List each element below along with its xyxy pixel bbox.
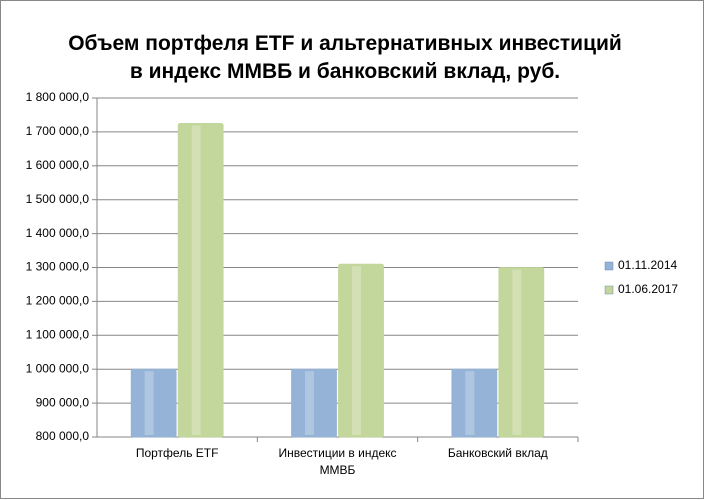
x-label-box: Инвестиции в индекс ММВБ [278, 446, 397, 477]
y-tick-label: 1 600 000,0 [26, 158, 90, 172]
bar-shine [191, 125, 201, 436]
y-tick-label: 1 200 000,0 [26, 294, 90, 308]
bar [338, 263, 384, 438]
legend-swatch [604, 261, 614, 271]
bar [498, 267, 545, 438]
y-tick-label: 1 400 000,0 [26, 226, 90, 240]
bar [291, 368, 337, 438]
y-tick-label: 1 300 000,0 [26, 260, 90, 274]
y-tick-label: 1 500 000,0 [26, 192, 90, 206]
chart-title: Объем портфеля ETF и альтернативных инве… [68, 32, 622, 83]
y-tick-label: 800 000,0 [36, 429, 90, 443]
legend-label: 01.11.2014 [618, 258, 677, 272]
y-tick-label: 1 100 000,0 [26, 327, 90, 341]
x-tick-label: Инвестиции в индекс ММВБ [278, 446, 397, 477]
x-tick-label: Банковский вклад [447, 446, 548, 460]
bar-shine [305, 371, 314, 435]
y-tick-label: 1 000 000,0 [26, 361, 90, 375]
legend-swatch [604, 285, 614, 295]
x-tick-label: Портфель ETF [135, 446, 219, 460]
y-tick-label: 1 800 000,0 [26, 90, 90, 104]
bar [130, 368, 177, 438]
x-label-box: Банковский вклад [447, 446, 548, 460]
bar-shine [352, 266, 361, 435]
legend-label: 01.06.2017 [618, 282, 678, 296]
y-tick-label: 900 000,0 [36, 395, 90, 409]
bar-shine [512, 269, 522, 435]
bar-shine [144, 371, 154, 435]
x-label-box: Портфель ETF [135, 446, 219, 460]
title-box: Объем портфеля ETF и альтернативных инве… [68, 32, 622, 83]
bar [451, 368, 498, 438]
bar [177, 123, 224, 438]
y-tick-label: 1 700 000,0 [26, 124, 90, 138]
bar-shine [465, 371, 475, 435]
